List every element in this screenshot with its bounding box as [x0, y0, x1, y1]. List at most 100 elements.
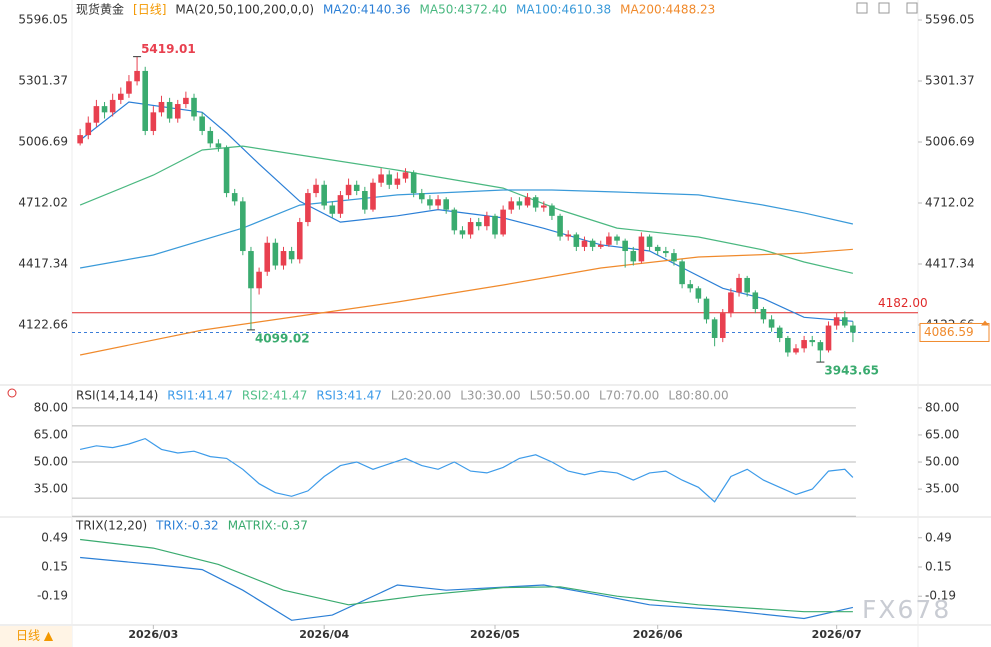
candle-body	[386, 174, 393, 185]
candle-body	[581, 240, 588, 247]
period-button-bg[interactable]	[0, 626, 72, 647]
line-series	[79, 101, 853, 322]
window-icons[interactable]	[856, 2, 918, 14]
period-button[interactable]: 日线 ▲	[16, 629, 54, 643]
candle-body	[134, 70, 140, 82]
candle-body	[402, 172, 409, 179]
legend-item: MATRIX:-0.37	[228, 519, 308, 533]
candle-body	[728, 292, 734, 314]
candle-body	[508, 201, 515, 210]
price-tag-box	[919, 322, 990, 342]
legend-item: L80:80.00	[668, 389, 728, 403]
y-tick-label: -0.19	[37, 589, 68, 603]
y-tick-label: 80.00	[925, 400, 959, 414]
icon[interactable]	[856, 2, 868, 14]
legend-item: TRIX(12,20)	[75, 519, 147, 533]
candle-body	[126, 81, 132, 94]
x-tick-label: 2026/07	[812, 628, 862, 641]
y-tick-label: 50.00	[925, 455, 959, 469]
candle-body	[370, 182, 376, 210]
icon[interactable]	[878, 2, 890, 14]
candle-body	[532, 197, 539, 208]
candle-body	[679, 261, 685, 285]
candle-body	[207, 130, 214, 144]
candle-body	[305, 193, 311, 223]
y-tick-label: 4417.34	[925, 257, 975, 271]
icon[interactable]	[906, 2, 918, 14]
candle-body	[663, 251, 669, 254]
y-tick-label: 0.49	[925, 530, 952, 544]
candle-body	[191, 97, 197, 117]
candle-body	[345, 184, 352, 196]
candle-body	[646, 236, 653, 247]
candle-body	[459, 230, 466, 235]
legend-item: RSI(14,14,14)	[76, 389, 158, 403]
candle-body	[793, 348, 799, 353]
candle-body	[524, 197, 531, 206]
candle-body	[329, 205, 336, 214]
legend-item: RSI1:41.47	[167, 389, 233, 403]
legend-item: 现货黄金	[76, 2, 124, 17]
candle-body	[418, 193, 425, 200]
legend-item: MA(20,50,100,200,0,0)	[175, 3, 314, 17]
candle-body	[516, 201, 523, 206]
price-tag: 4086.59	[924, 325, 974, 339]
reference-label: 4182.00	[878, 296, 928, 310]
candle-body	[703, 298, 710, 320]
candle-body	[353, 184, 360, 191]
watermark: FX678	[862, 595, 951, 624]
candle-body	[280, 251, 287, 266]
y-tick-label: 4122.66	[18, 318, 68, 332]
x-tick-label: 2026/04	[299, 628, 349, 641]
y-tick-label: 5596.05	[925, 12, 975, 26]
settings-icon[interactable]	[7, 388, 17, 398]
candle-body	[158, 101, 165, 113]
candle-body	[776, 327, 783, 338]
legend-item: MA100:4610.38	[516, 3, 611, 17]
line-series	[79, 145, 854, 274]
y-tick-label: 0.15	[925, 559, 952, 573]
candle-body	[768, 319, 775, 328]
y-tick-label: 5006.69	[18, 135, 68, 149]
legend-item: RSI2:41.47	[242, 389, 308, 403]
candle-body	[231, 193, 238, 202]
candle-body	[475, 222, 482, 227]
legend-item: L20:20.00	[391, 389, 451, 403]
candle-body	[589, 240, 596, 247]
x-tick-label: 2026/06	[633, 628, 683, 641]
candle-body	[695, 288, 702, 299]
candle-body	[77, 135, 83, 144]
y-tick-label: 5006.69	[925, 135, 975, 149]
candle-body	[614, 236, 620, 241]
candle-body	[719, 313, 726, 338]
candle-body	[801, 340, 807, 349]
price-arrow	[981, 320, 989, 326]
candle-body	[240, 201, 246, 252]
x-tick-label: 2026/05	[470, 628, 520, 641]
candle-body	[85, 122, 92, 136]
candle-body	[825, 325, 832, 351]
candle-body	[451, 209, 458, 231]
candle-body	[215, 143, 222, 148]
x-tick-label: 2026/03	[128, 628, 178, 641]
y-tick-label: 4712.02	[18, 196, 68, 210]
candle-body	[313, 184, 319, 194]
candle-body	[321, 184, 327, 206]
extreme-label: 5419.01	[141, 42, 196, 56]
candle-body	[427, 199, 433, 206]
candle-body	[183, 97, 189, 105]
candle-body	[410, 172, 417, 194]
y-tick-label: 5301.37	[925, 73, 975, 87]
candle-body	[296, 222, 303, 260]
candle-body	[817, 342, 824, 351]
legend-item: [日线]	[133, 3, 166, 17]
legend-item: MA50:4372.40	[420, 3, 508, 17]
candle-body	[687, 284, 694, 289]
y-tick-label: -0.19	[925, 589, 956, 603]
line-series	[80, 556, 854, 621]
candle-body	[174, 104, 181, 119]
candle-body	[752, 292, 759, 309]
line-series	[79, 189, 854, 269]
candle-body	[785, 337, 791, 353]
y-tick-label: 80.00	[34, 400, 68, 414]
